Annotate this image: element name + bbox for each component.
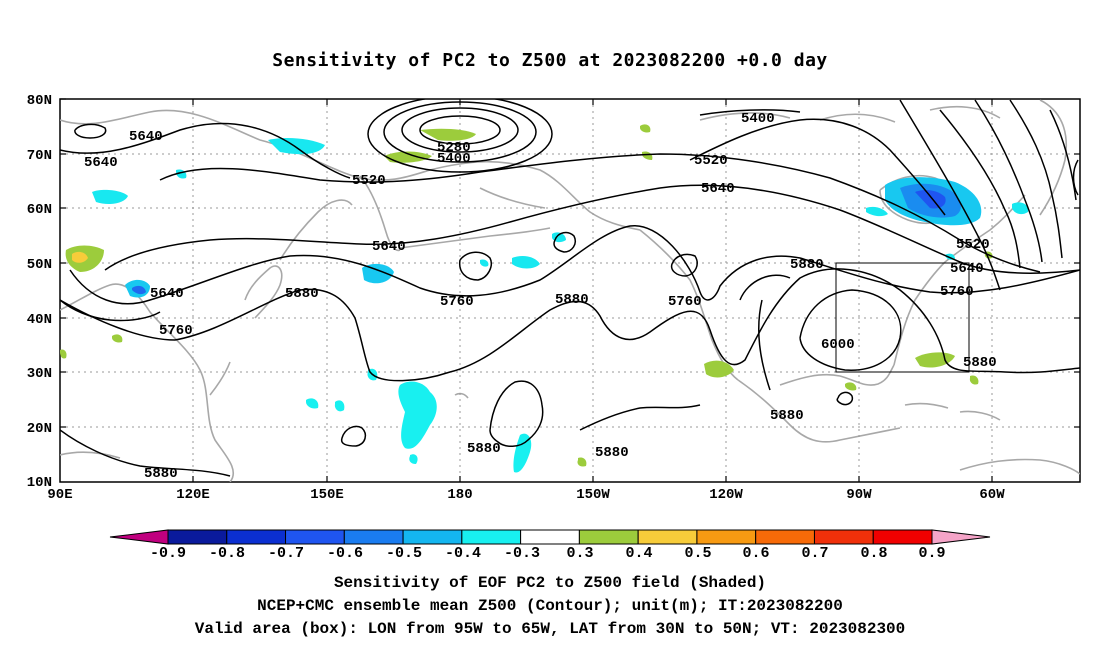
colorbar-labels: -0.9 -0.8 -0.7 -0.6 -0.5 -0.4 -0.3 0.3 0… — [150, 545, 946, 562]
contour-label: 5280 — [437, 140, 471, 156]
contour-label: 5640 — [372, 239, 406, 255]
footer-line-2: NCEP+CMC ensemble mean Z500 (Contour); u… — [257, 597, 843, 615]
colorbar-label: -0.5 — [386, 545, 422, 562]
lon-label: 120W — [709, 487, 743, 503]
lat-label: 70N — [27, 148, 52, 164]
lat-label: 40N — [27, 312, 52, 328]
colorbar-swatch — [755, 529, 815, 545]
grid-lines — [60, 99, 1080, 482]
colorbar-label: 0.3 — [566, 545, 593, 562]
colorbar-label: 0.7 — [801, 545, 828, 562]
lon-label: 150W — [576, 487, 610, 503]
footer-line-1: Sensitivity of EOF PC2 to Z500 field (Sh… — [333, 574, 767, 592]
contour-label: 5640 — [129, 129, 163, 145]
colorbar-swatch — [226, 529, 287, 545]
z500-contours — [60, 99, 1080, 477]
lat-label: 10N — [27, 475, 52, 491]
colorbar-swatch — [402, 529, 463, 545]
contour-label: 5880 — [144, 466, 178, 482]
lon-label: 90E — [47, 487, 72, 503]
lon-label: 120E — [176, 487, 210, 503]
colorbar-label: 0.8 — [860, 545, 887, 562]
colorbar-swatch — [520, 529, 580, 545]
colorbar-swatch — [637, 529, 698, 545]
colorbar-swatch — [578, 529, 639, 545]
lon-label: 180 — [447, 487, 472, 503]
contour-label: 5520 — [694, 153, 728, 169]
contour-label: 5400 — [437, 151, 471, 167]
colorbar-label: 0.5 — [684, 545, 711, 562]
contour-label: 5640 — [950, 261, 984, 277]
valid-area-box — [835, 262, 970, 373]
colorbar-swatch — [696, 529, 757, 545]
contour-label: 5880 — [963, 355, 997, 371]
colorbar-swatch — [461, 529, 522, 545]
contour-label: 5880 — [770, 408, 804, 424]
colorbar-label: -0.7 — [268, 545, 304, 562]
contour-label: 5640 — [150, 286, 184, 302]
colorbar — [109, 529, 991, 545]
contour-label-layer: 5640 5640 5520 5640 5640 5760 5880 5760 … — [84, 111, 997, 482]
contour-label: 5880 — [285, 286, 319, 302]
lat-label: 20N — [27, 421, 52, 437]
contour-label: 5880 — [467, 441, 501, 457]
colorbar-label: 0.4 — [625, 545, 652, 562]
contour-label: 5640 — [84, 155, 118, 171]
lat-label: 30N — [27, 366, 52, 382]
colorbar-swatch — [167, 529, 228, 545]
colorbar-label: -0.9 — [150, 545, 186, 562]
contour-label: 5880 — [595, 445, 629, 461]
lon-label: 150E — [310, 487, 344, 503]
lon-label: 90W — [846, 487, 872, 503]
sensitivity-shading — [60, 124, 1029, 473]
colorbar-label: -0.3 — [504, 545, 540, 562]
colorbar-arrow-right — [931, 529, 991, 545]
contour-label: 5520 — [956, 237, 990, 253]
colorbar-swatch — [343, 529, 404, 545]
lon-label: 60W — [979, 487, 1005, 503]
lat-label: 80N — [27, 93, 52, 109]
footer-line-3: Valid area (box): LON from 95W to 65W, L… — [194, 620, 906, 638]
colorbar-swatch — [285, 529, 345, 545]
contour-label: 5880 — [555, 292, 589, 308]
colorbar-label: 0.6 — [742, 545, 769, 562]
axis-ticks — [60, 98, 1080, 482]
contour-label: 6000 — [821, 337, 855, 353]
colorbar-label: -0.6 — [327, 545, 363, 562]
contour-label: 5760 — [668, 294, 702, 310]
map-frame — [59, 98, 1081, 483]
contour-label: 5760 — [440, 294, 474, 310]
contour-label: 5640 — [701, 181, 735, 197]
colorbar-label: -0.4 — [445, 545, 481, 562]
colorbar-label: 0.9 — [918, 545, 945, 562]
colorbar-label: -0.8 — [209, 545, 245, 562]
contour-label: 5760 — [159, 323, 193, 339]
lat-label: 50N — [27, 257, 52, 273]
contour-label: 5400 — [741, 111, 775, 127]
colorbar-swatch — [813, 529, 874, 545]
colorbar-arrow-left — [109, 529, 169, 545]
contour-label: 5880 — [790, 257, 824, 273]
contour-label: 5760 — [940, 284, 974, 300]
contour-label: 5520 — [352, 173, 386, 189]
lat-label: 60N — [27, 202, 52, 218]
map-title: Sensitivity of PC2 to Z500 at 2023082200… — [272, 50, 828, 71]
colorbar-swatch — [872, 529, 933, 545]
